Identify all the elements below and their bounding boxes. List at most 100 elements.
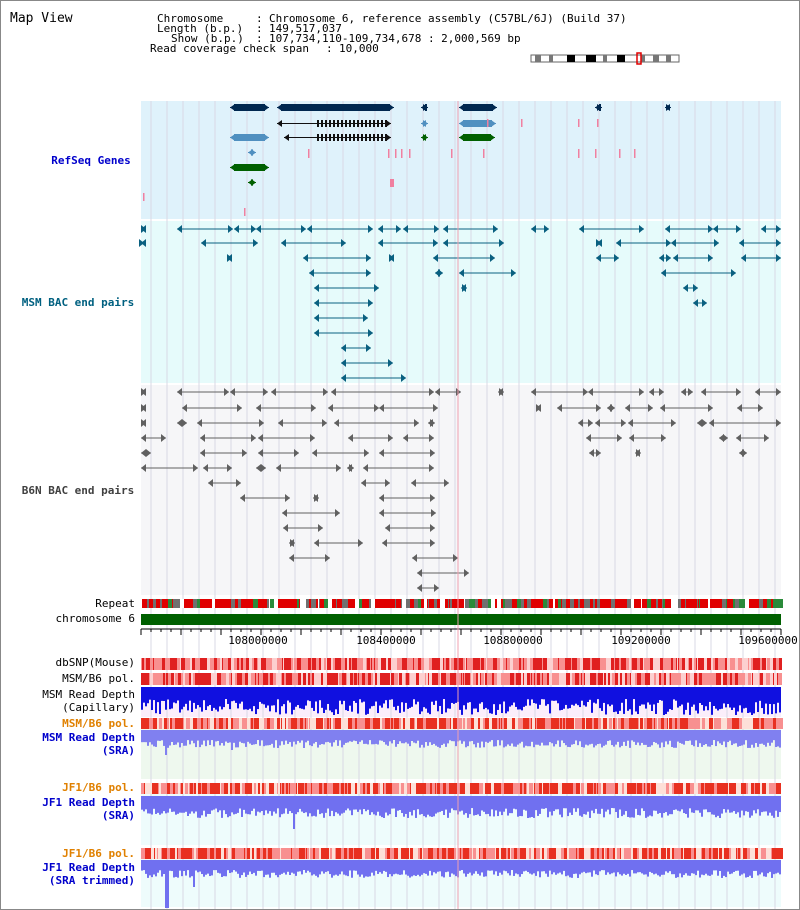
msm-depth-sra-bin	[603, 730, 605, 746]
msm-depth-sra-bin	[749, 730, 751, 748]
dbsnp-bin	[164, 658, 165, 670]
jf1-b6-pol-2-bin	[201, 848, 204, 859]
dbsnp-bin	[197, 658, 200, 670]
jf1-depth-trimmed-bin	[723, 860, 725, 876]
repeat-element	[424, 599, 427, 608]
repeat-element	[421, 599, 422, 608]
jf1-depth-sra-bin	[765, 796, 767, 812]
msm-b6-pol-bin	[492, 673, 493, 685]
repeat-element	[231, 599, 235, 608]
jf1-b6-pol-2-bin	[394, 848, 397, 859]
msm-depth-sra-bin	[277, 730, 279, 748]
chromosome-ideogram[interactable]	[530, 52, 680, 65]
msm-b6-pol-bin	[612, 673, 615, 685]
msm-bac-track[interactable]	[139, 225, 781, 382]
msm-b6-pol-2-bin	[658, 718, 659, 729]
refseq-genes-track[interactable]	[143, 104, 671, 216]
msm-b6-pol-bin	[205, 673, 208, 685]
jf1-b6-pol-bin	[360, 783, 363, 794]
msm-depth-sra-bin	[183, 730, 185, 746]
jf1-b6-pol-bin	[476, 783, 479, 794]
repeat-element	[597, 599, 600, 608]
jf1-b6-pol-bin	[210, 783, 212, 794]
jf1-b6-pol-bin	[432, 783, 435, 794]
dbsnp-bin	[154, 658, 156, 670]
msm-depth-sra-bin	[765, 730, 767, 747]
msm-bac-pair-end	[433, 254, 438, 262]
msm-b6-pol-2-bin	[732, 718, 734, 729]
msm-depth-capillary-bin	[749, 687, 751, 713]
msm-depth-capillary-bin	[705, 687, 707, 707]
msm-depth-capillary-bin	[333, 687, 335, 715]
track-label-b6n-bac[interactable]: B6N BAC end pairs	[21, 484, 135, 497]
jf1-b6-pol-2-bin	[332, 848, 335, 859]
msm-depth-capillary-bin	[161, 687, 163, 701]
repeat-element	[422, 599, 423, 608]
msm-b6-pol-bin	[446, 673, 449, 685]
b6n-bac-pair-end	[444, 479, 449, 487]
jf1-b6-pol-2-bin	[173, 848, 175, 859]
msm-b6-pol-bin	[687, 673, 690, 685]
msm-b6-pol-2-bin	[579, 718, 581, 729]
jf1-depth-sra-bin	[585, 796, 587, 815]
jf1-depth-sra-bin	[555, 796, 557, 810]
msm-b6-pol-bin	[635, 673, 637, 685]
track-label-msm-bac[interactable]: MSM BAC end pairs	[21, 296, 135, 309]
msm-b6-pol-bin	[592, 673, 595, 685]
msm-b6-pol-2-bin	[308, 718, 309, 729]
track-label-refseq[interactable]: RefSeq Genes	[51, 154, 131, 167]
msm-depth-capillary-bin	[649, 687, 651, 705]
msm-depth-capillary-bin	[149, 687, 151, 700]
msm-depth-capillary-bin	[483, 687, 485, 710]
jf1-depth-trimmed-bin	[323, 860, 325, 874]
jf1-depth-trimmed-bin	[403, 860, 405, 871]
b6n-bac-track[interactable]	[141, 388, 781, 592]
repeat-track[interactable]	[141, 599, 783, 608]
jf1-depth-sra-bin	[383, 796, 385, 818]
msm-depth-sra-bin	[483, 730, 485, 748]
msm-depth-capillary-bin	[259, 687, 261, 702]
ideogram-band	[666, 55, 671, 62]
msm-depth-sra-bin	[237, 730, 239, 748]
chromosome-bar[interactable]: 108000000 108400000 108800000 109200000 1096…	[140, 614, 798, 647]
jf1-b6-pol-2-bin	[350, 848, 351, 859]
dbsnp-bin	[369, 658, 370, 670]
jf1-depth-trimmed-bin	[365, 860, 367, 877]
jf1-b6-pol-bin	[198, 783, 199, 794]
msm-depth-sra-bin	[467, 730, 469, 747]
jf1-b6-pol-2-bin	[280, 848, 281, 859]
msm-depth-sra-bin	[679, 730, 681, 743]
repeat-element	[440, 599, 444, 608]
msm-depth-capillary-bin	[241, 687, 243, 702]
jf1-b6-pol-2-bin	[296, 848, 299, 859]
msm-depth-capillary-bin	[247, 687, 249, 710]
msm-bac-pair-end	[736, 225, 741, 233]
dbsnp-bin	[473, 658, 476, 670]
jf1-depth-sra-bin	[387, 796, 389, 816]
jf1-b6-pol-bin	[509, 783, 511, 794]
msm-b6-pol-2-bin	[632, 718, 635, 729]
dbsnp-bin	[337, 658, 338, 670]
msm-depth-sra-bin	[715, 730, 717, 747]
msm-b6-pol-bin	[770, 673, 773, 685]
msm-depth-sra-bin	[469, 730, 471, 742]
msm-depth-sra-bin	[407, 730, 409, 744]
msm-b6-pol-2-bin	[502, 718, 504, 729]
msm-depth-sra-bin	[509, 730, 511, 746]
jf1-depth-trimmed-bin	[269, 860, 271, 878]
msm-b6-pol-2-bin	[316, 718, 318, 729]
jf1-b6-pol-bin	[212, 783, 214, 794]
dbsnp-bin	[718, 658, 721, 670]
repeat-element	[328, 599, 332, 608]
dbsnp-bin	[283, 658, 284, 670]
msm-b6-pol-bin	[323, 673, 326, 685]
repeat-element	[567, 599, 570, 608]
msm-b6-pol-bin	[405, 673, 406, 685]
quantitative-tracks[interactable]	[141, 658, 783, 908]
jf1-depth-sra-bin	[633, 796, 635, 818]
msm-b6-pol-2-bin	[318, 718, 320, 729]
msm-b6-pol-bin	[625, 673, 627, 685]
msm-b6-pol-bin	[604, 673, 606, 685]
snp-mark	[595, 149, 597, 158]
